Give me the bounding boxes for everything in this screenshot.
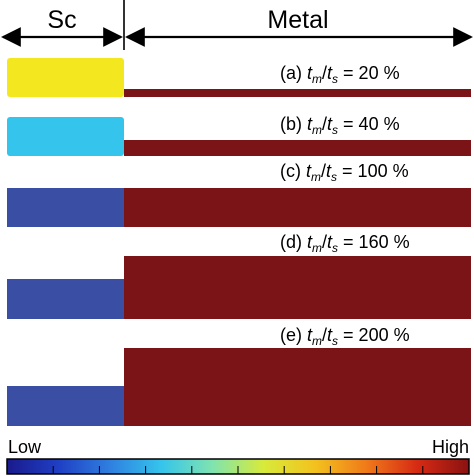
panel-label-a: (a) tm/ts = 20 %: [280, 63, 400, 86]
sc-block-b: [7, 117, 124, 156]
header-region-arrows: Sc Metal: [1, 0, 473, 50]
metal-layer-e: [124, 348, 471, 426]
metal-layer-b: [124, 140, 471, 156]
sc-block-c: [7, 188, 124, 227]
metal-label: Metal: [267, 6, 328, 34]
panel-a: (a) tm/ts = 20 %: [7, 58, 471, 97]
colorbar: Low High: [6, 437, 470, 475]
sc-label: Sc: [47, 6, 76, 34]
panel-b: (b) tm/ts = 40 %: [7, 114, 471, 156]
panel-label-b: (b) tm/ts = 40 %: [280, 114, 400, 137]
panel-label-d: (d) tm/ts = 160 %: [280, 232, 410, 255]
sc-block-a: [7, 58, 124, 97]
metal-layer-d: [124, 256, 471, 319]
panel-label-e: (e) tm/ts = 200 %: [280, 325, 410, 348]
panel-e: (e) tm/ts = 200 %: [7, 325, 471, 426]
colorbar-low-label: Low: [8, 437, 42, 457]
sc-block-e: [7, 386, 124, 426]
sc-block-d: [7, 279, 124, 319]
panel-c: (c) tm/ts = 100 %: [7, 161, 471, 227]
colorbar-ticks: [52, 466, 424, 474]
panel-label-c: (c) tm/ts = 100 %: [280, 161, 409, 184]
panel-d: (d) tm/ts = 160 %: [7, 232, 471, 319]
metal-layer-a: [124, 89, 471, 97]
metal-layer-c: [124, 188, 471, 227]
colorbar-high-label: High: [432, 437, 469, 457]
